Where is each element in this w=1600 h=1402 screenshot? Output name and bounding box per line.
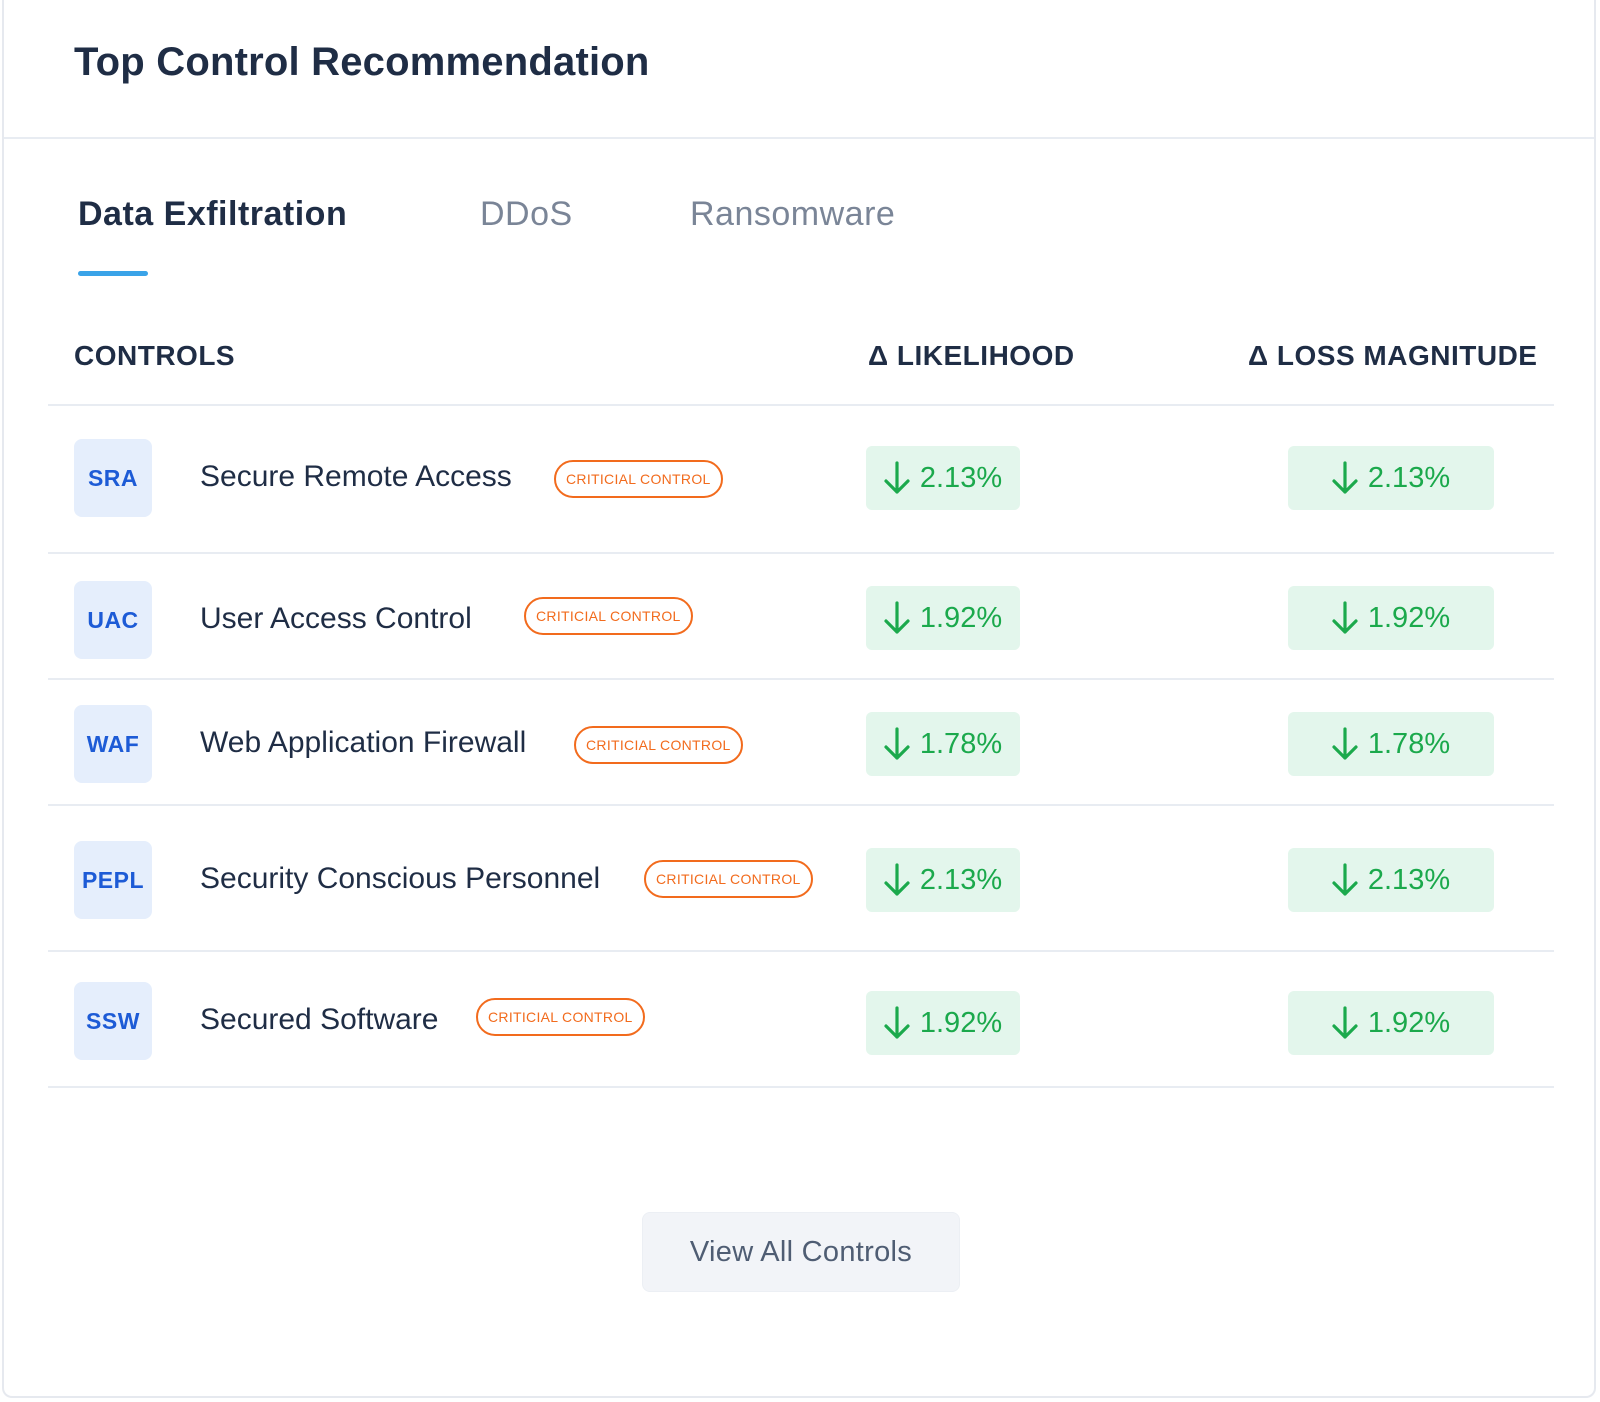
loss-magnitude-delta: 2.13%	[1288, 446, 1494, 510]
header-loss-magnitude: Δ LOSS MAGNITUDE	[1248, 340, 1538, 371]
tab-data-exfiltration[interactable]: Data Exfiltration	[78, 195, 348, 233]
header-controls: CONTROLS	[74, 340, 236, 371]
control-abbr: SRA	[74, 439, 152, 517]
arrow-down-icon	[884, 1006, 910, 1039]
table-divider	[48, 404, 1554, 406]
control-name: Secure Remote Access	[200, 460, 512, 493]
likelihood-value: 1.92%	[919, 601, 1003, 634]
loss-magnitude-value: 2.13%	[1367, 461, 1451, 494]
view-all-controls-button[interactable]: View All Controls	[642, 1212, 960, 1292]
card-header: Top Control Recommendation	[4, 0, 1594, 139]
loss-magnitude-delta: 2.13%	[1288, 848, 1494, 912]
likelihood-value: 1.92%	[919, 1006, 1003, 1039]
control-name: User Access Control	[200, 602, 472, 635]
critical-control-badge: CRITICIAL CONTROL	[574, 726, 743, 764]
table-divider	[48, 950, 1554, 952]
tab-ransomware[interactable]: Ransomware	[690, 195, 896, 233]
threat-tabs: Data Exfiltration DDoS Ransomware	[4, 195, 1594, 285]
table-divider	[48, 804, 1554, 806]
likelihood-value: 1.78%	[919, 727, 1003, 760]
arrow-down-icon	[884, 727, 910, 760]
arrow-down-icon	[1332, 863, 1358, 896]
table-row[interactable]: SSW Secured Software CRITICIAL CONTROL 1…	[4, 950, 1594, 1086]
arrow-down-icon	[1332, 1006, 1358, 1039]
likelihood-delta: 2.13%	[866, 848, 1020, 912]
loss-magnitude-value: 1.92%	[1367, 1006, 1451, 1039]
loss-magnitude-value: 1.78%	[1367, 727, 1451, 760]
loss-magnitude-delta: 1.78%	[1288, 712, 1494, 776]
control-name: Web Application Firewall	[200, 726, 527, 759]
table-row[interactable]: WAF Web Application Firewall CRITICIAL C…	[4, 678, 1594, 804]
table-row[interactable]: SRA Secure Remote Access CRITICIAL CONTR…	[4, 404, 1594, 552]
control-name: Secured Software	[200, 1003, 439, 1036]
table-divider	[48, 678, 1554, 680]
card-title: Top Control Recommendation	[74, 40, 650, 84]
control-abbr: SSW	[74, 982, 152, 1060]
loss-magnitude-value: 1.92%	[1367, 601, 1451, 634]
critical-control-badge: CRITICIAL CONTROL	[644, 860, 813, 898]
likelihood-value: 2.13%	[919, 461, 1003, 494]
loss-magnitude-value: 2.13%	[1367, 863, 1451, 896]
likelihood-delta: 1.78%	[866, 712, 1020, 776]
table-divider	[48, 1086, 1554, 1088]
arrow-down-icon	[1332, 461, 1358, 494]
table-row[interactable]: PEPL Security Conscious Personnel CRITIC…	[4, 804, 1594, 950]
control-abbr: UAC	[74, 581, 152, 659]
likelihood-delta: 1.92%	[866, 991, 1020, 1055]
critical-control-badge: CRITICIAL CONTROL	[476, 998, 645, 1036]
loss-magnitude-delta: 1.92%	[1288, 991, 1494, 1055]
table-divider	[48, 552, 1554, 554]
arrow-down-icon	[884, 461, 910, 494]
arrow-down-icon	[884, 601, 910, 634]
control-abbr: PEPL	[74, 841, 152, 919]
critical-control-badge: CRITICIAL CONTROL	[524, 597, 693, 635]
arrow-down-icon	[1332, 727, 1358, 760]
active-tab-indicator	[78, 271, 148, 276]
likelihood-delta: 1.92%	[866, 586, 1020, 650]
loss-magnitude-delta: 1.92%	[1288, 586, 1494, 650]
table-row[interactable]: UAC User Access Control CRITICIAL CONTRO…	[4, 552, 1594, 678]
tab-ddos[interactable]: DDoS	[480, 195, 573, 233]
control-abbr: WAF	[74, 705, 152, 783]
control-name: Security Conscious Personnel	[200, 862, 601, 895]
arrow-down-icon	[1332, 601, 1358, 634]
arrow-down-icon	[884, 863, 910, 896]
critical-control-badge: CRITICIAL CONTROL	[554, 460, 723, 498]
header-likelihood: Δ LIKELIHOOD	[868, 340, 1075, 371]
likelihood-delta: 2.13%	[866, 446, 1020, 510]
likelihood-value: 2.13%	[919, 863, 1003, 896]
